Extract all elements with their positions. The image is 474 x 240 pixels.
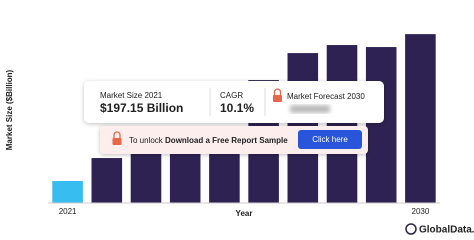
unlock-text: To unlock Download a Free Report Sample: [129, 136, 288, 145]
market-size-value: $197.15 Billion: [100, 101, 183, 115]
bar: [326, 45, 358, 203]
bar: [405, 34, 436, 203]
x-axis-label: Year: [236, 209, 253, 218]
unlock-prefix: To unlock: [129, 136, 164, 145]
logo: GlobalData.: [405, 223, 474, 236]
x-tick-label: 2021: [59, 207, 77, 216]
x-tick-label: 2030: [412, 207, 430, 216]
click-button[interactable]: [298, 130, 362, 149]
blurred-value: [290, 105, 330, 113]
cagr-label: CAGR: [220, 91, 243, 100]
market-size-label: Market Size 2021: [100, 91, 163, 100]
bar: [169, 148, 201, 203]
unlock-link[interactable]: Download a Free Report Sample: [165, 136, 288, 145]
lock-icon: [273, 88, 282, 102]
button-label[interactable]: Click here: [312, 135, 348, 144]
forecast-label: Market Forecast 2030: [287, 92, 365, 101]
bar: [91, 158, 123, 203]
logo-text: GlobalData.: [419, 225, 474, 236]
bar: [365, 47, 397, 204]
bar: [130, 153, 162, 203]
info-card: Market Size 2021 $197.15 Billion CAGR 10…: [84, 81, 384, 123]
y-axis-label: Market Size ($Billion): [5, 69, 14, 150]
cagr-value: 10.1%: [220, 101, 254, 115]
lock-icon: [112, 131, 122, 145]
logo-icon: [405, 223, 417, 235]
bar: [52, 181, 83, 203]
unlock-banner: To unlock Download a Free Report Sample …: [100, 126, 368, 154]
